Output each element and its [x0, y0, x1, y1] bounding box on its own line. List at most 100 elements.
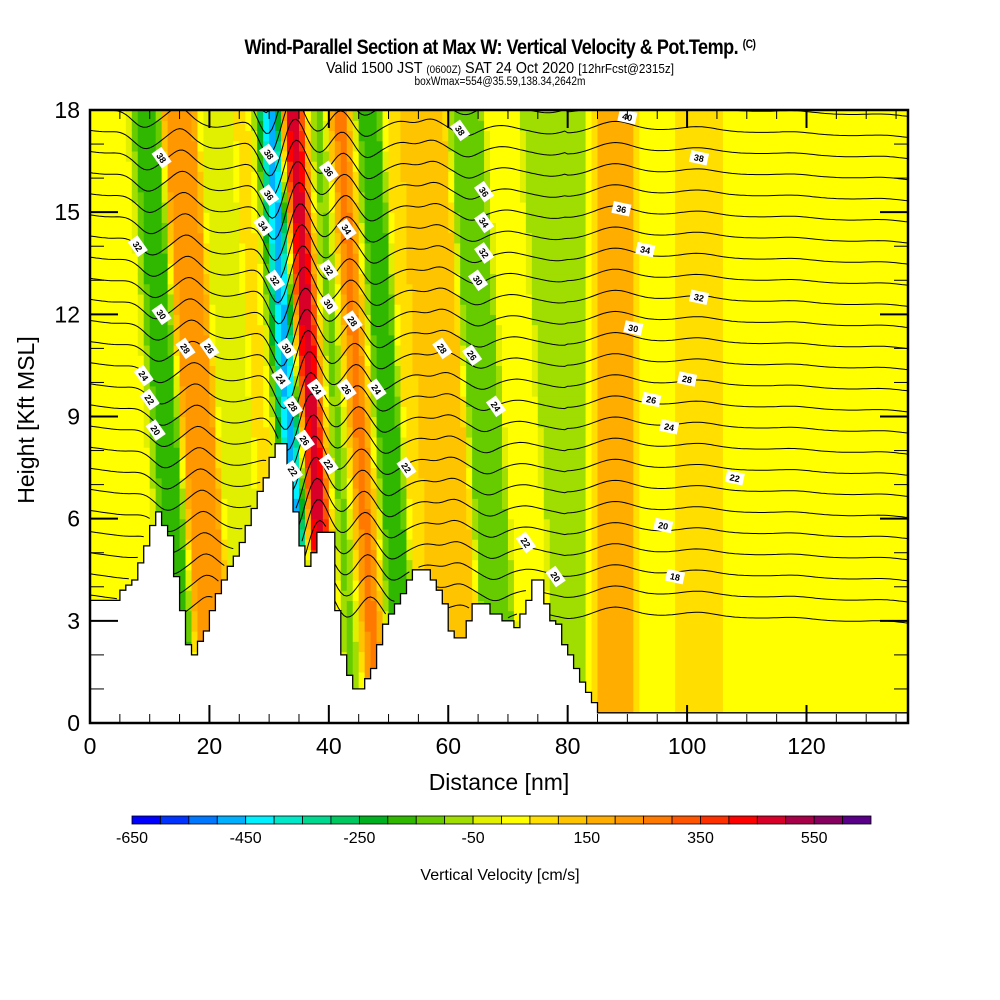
velocity-cell — [555, 477, 563, 489]
velocity-cell — [352, 130, 360, 142]
velocity-cell — [507, 171, 515, 183]
velocity-cell — [340, 293, 348, 305]
velocity-cell — [442, 171, 449, 183]
velocity-cell — [352, 191, 360, 203]
velocity-cell — [191, 334, 199, 346]
velocity-cell — [543, 447, 551, 458]
velocity-cell — [382, 334, 390, 346]
velocity-cell — [549, 426, 557, 438]
velocity-cell — [275, 222, 282, 234]
velocity-cell — [448, 498, 455, 510]
velocity-cell — [394, 120, 402, 132]
velocity-cell — [167, 273, 175, 285]
velocity-cell — [119, 559, 127, 571]
velocity-cell — [203, 314, 211, 326]
velocity-cell — [394, 569, 402, 581]
velocity-cell — [448, 334, 455, 346]
velocity-cell — [203, 396, 211, 407]
velocity-cell — [275, 263, 282, 275]
velocity-cell — [454, 314, 461, 326]
velocity-cell — [209, 457, 216, 469]
velocity-cell — [101, 314, 109, 326]
velocity-cell — [555, 610, 563, 622]
velocity-cell — [388, 263, 396, 275]
velocity-cell — [472, 426, 479, 438]
velocity-cell — [95, 539, 103, 550]
velocity-cell — [287, 161, 294, 172]
velocity-cell — [287, 283, 294, 295]
velocity-cell — [430, 222, 437, 234]
velocity-cell — [490, 232, 497, 244]
velocity-cell — [233, 406, 240, 418]
velocity-cell — [346, 436, 354, 448]
velocity-cell — [478, 375, 485, 387]
velocity-cell — [287, 140, 294, 152]
velocity-cell — [525, 140, 533, 152]
velocity-cell — [185, 150, 193, 162]
velocity-cell — [239, 110, 246, 121]
velocity-cell — [95, 508, 103, 520]
velocity-cell — [436, 569, 443, 581]
velocity-cell — [251, 334, 258, 346]
velocity-cell — [364, 436, 372, 448]
velocity-cell — [281, 150, 288, 162]
velocity-cell — [340, 334, 348, 346]
velocity-cell — [191, 304, 199, 315]
velocity-cell — [549, 161, 557, 172]
velocity-cell — [346, 549, 354, 561]
velocity-cell — [424, 181, 431, 193]
velocity-cell — [549, 549, 557, 561]
velocity-cell — [424, 396, 431, 407]
velocity-cell — [161, 365, 169, 377]
velocity-cell — [125, 365, 133, 377]
velocity-cell — [388, 579, 396, 591]
velocity-cell — [322, 498, 330, 510]
velocity-cell — [161, 242, 169, 254]
velocity-cell — [430, 467, 437, 479]
velocity-cell — [376, 161, 384, 172]
velocity-cell — [221, 539, 228, 550]
velocity-cell — [418, 273, 425, 285]
velocity-cell — [501, 518, 509, 530]
velocity-cell — [370, 273, 378, 285]
velocity-cell — [364, 396, 372, 407]
velocity-cell — [346, 661, 354, 673]
velocity-cell — [161, 396, 169, 407]
velocity-cell — [191, 539, 199, 550]
velocity-cell — [263, 375, 270, 387]
velocity-cell — [501, 488, 509, 499]
velocity-cell — [328, 385, 336, 397]
velocity-cell — [507, 569, 515, 581]
velocity-cell — [418, 426, 425, 438]
velocity-cell — [346, 498, 354, 510]
velocity-cell — [173, 273, 181, 285]
velocity-cell — [179, 161, 187, 172]
velocity-cell — [549, 140, 557, 152]
velocity-cell — [394, 528, 402, 540]
velocity-cell — [173, 263, 181, 275]
velocity-cell — [328, 436, 336, 448]
velocity-cell — [113, 549, 121, 561]
velocity-cell — [275, 161, 282, 172]
velocity-cell — [173, 498, 181, 510]
velocity-cell — [412, 191, 419, 203]
velocity-cell — [454, 222, 461, 234]
velocity-cell — [191, 273, 199, 285]
velocity-cell — [131, 375, 139, 387]
velocity-cell — [430, 150, 437, 162]
velocity-cell — [107, 344, 115, 356]
velocity-cell — [412, 232, 419, 244]
velocity-cell — [143, 283, 151, 295]
velocity-cell — [143, 457, 151, 469]
velocity-cell — [275, 426, 282, 438]
velocity-cell — [370, 549, 378, 561]
velocity-cell — [185, 273, 193, 285]
velocity-cell — [513, 201, 521, 213]
velocity-cell — [346, 181, 354, 193]
velocity-cell — [209, 477, 216, 489]
velocity-cell — [549, 304, 557, 315]
velocity-cell — [131, 569, 139, 581]
velocity-cell — [304, 559, 312, 571]
velocity-cell — [400, 375, 408, 387]
velocity-cell — [245, 457, 252, 469]
